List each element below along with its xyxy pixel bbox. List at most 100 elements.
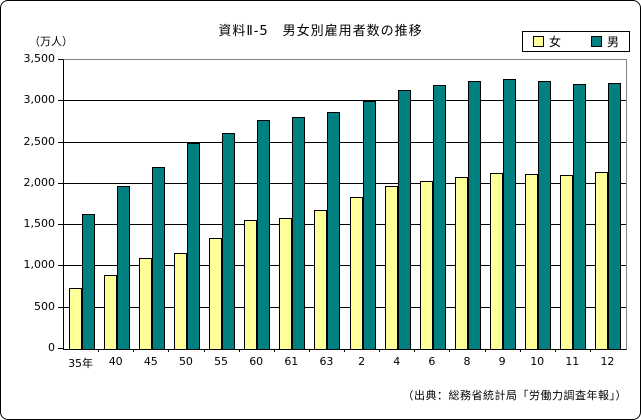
y-tick-label-0: 0	[48, 341, 55, 354]
x-tick-13	[519, 349, 521, 352]
x-tick-3	[168, 349, 170, 352]
x-tick-label-55: 55	[214, 355, 229, 368]
x-tick-label-8: 8	[463, 355, 471, 368]
source-citation: （出典：総務省統計局「労働力調査年報」）	[402, 389, 627, 402]
gridline-1000	[64, 265, 626, 267]
x-tick-2	[133, 349, 135, 352]
x-tick-label-35年: 35年	[68, 357, 94, 370]
gridline-2500	[64, 141, 626, 143]
bar-female-2	[349, 197, 363, 349]
category-slot-12	[591, 60, 626, 349]
x-tick-label-61: 61	[284, 355, 299, 368]
bar-male-55	[222, 133, 236, 349]
y-tick-3500	[58, 59, 63, 60]
bar-female-61	[279, 218, 293, 349]
bar-male-50	[186, 143, 200, 349]
bar-male-40	[116, 186, 130, 349]
chart-title: 資料Ⅱ-5 男女別雇用者数の推移	[218, 24, 423, 39]
x-tick-14	[554, 349, 556, 352]
bar-female-55	[209, 238, 223, 349]
x-tick-15	[589, 349, 591, 352]
category-slot-55	[205, 60, 240, 349]
gridline-2000	[64, 182, 626, 184]
x-tick-9	[379, 349, 381, 352]
x-axis: 35年 40 45 50 55 60 61 63 2 4 6 8 9 10 11 12	[63, 349, 626, 373]
bar-female-35年	[68, 288, 82, 349]
y-tick-label-3000: 3,000	[23, 93, 56, 107]
category-slot-35年	[64, 60, 99, 349]
gridline-3000	[64, 100, 626, 102]
x-tick-label-6: 6	[428, 355, 436, 368]
y-tick-3000	[58, 100, 63, 102]
x-tick-11	[449, 349, 451, 352]
legend-entry-female: 女	[532, 33, 561, 50]
x-tick-label-63: 63	[319, 355, 334, 368]
legend: 女 男	[522, 31, 630, 52]
x-tick-label-4: 4	[393, 355, 401, 368]
bar-male-2	[362, 101, 376, 349]
y-tick-1000	[58, 265, 63, 267]
x-tick-5	[238, 349, 240, 352]
x-tick-label-60: 60	[249, 355, 264, 368]
category-slot-60	[240, 60, 275, 349]
bar-female-12	[595, 172, 609, 349]
x-tick-label-40: 40	[108, 355, 123, 368]
x-tick-label-9: 9	[498, 355, 506, 368]
x-tick-12	[484, 349, 486, 352]
bar-female-63	[314, 210, 328, 349]
bar-male-45	[151, 167, 165, 349]
bar-female-40	[103, 275, 117, 349]
y-tick-label-2500: 2,500	[23, 134, 56, 148]
bar-female-9	[490, 173, 504, 349]
bar-female-10	[525, 174, 539, 349]
y-tick-1500	[58, 224, 63, 226]
x-tick-label-2: 2	[358, 355, 366, 368]
bar-male-9	[503, 79, 517, 349]
female-label: 女	[548, 35, 561, 49]
x-tick-label-45: 45	[143, 355, 158, 368]
y-tick-label-2000: 2,000	[23, 175, 56, 189]
male-label: 男	[607, 35, 620, 49]
category-slot-2	[345, 60, 380, 349]
female-swatch	[532, 36, 544, 47]
x-tick-label-10: 10	[530, 355, 545, 368]
category-slot-40	[99, 60, 134, 349]
bar-male-8	[467, 81, 481, 349]
bar-female-4	[384, 186, 398, 349]
gridline-500	[64, 306, 626, 308]
x-tick-8	[344, 349, 345, 352]
category-slot-45	[134, 60, 169, 349]
bar-male-6	[432, 85, 446, 349]
y-axis-unit-label: （万人）	[29, 35, 73, 48]
y-tick-0	[58, 348, 63, 349]
bar-male-10	[538, 81, 552, 349]
bar-male-35年	[81, 214, 95, 349]
category-slot-10	[521, 60, 556, 349]
y-tick-2000	[58, 182, 63, 184]
bar-male-60	[257, 120, 271, 349]
category-slot-61	[275, 60, 310, 349]
bar-female-45	[138, 258, 152, 349]
bar-male-61	[292, 117, 306, 349]
category-slot-11	[556, 60, 591, 349]
male-swatch	[591, 36, 602, 47]
bar-female-6	[419, 181, 433, 349]
x-tick-1	[98, 349, 100, 352]
x-tick-10	[414, 349, 416, 352]
x-tick-label-50: 50	[178, 355, 193, 368]
y-tick-500	[58, 306, 63, 308]
bar-male-12	[608, 83, 622, 349]
x-tick-6	[273, 349, 275, 352]
legend-entry-male: 男	[591, 33, 619, 50]
y-tick-2500	[58, 141, 63, 143]
bar-male-11	[573, 84, 587, 349]
category-slot-9	[486, 60, 521, 349]
y-tick-label-3500: 3,500	[23, 52, 56, 65]
bar-female-60	[244, 220, 258, 349]
bar-female-11	[560, 175, 574, 349]
y-tick-label-1500: 1,500	[23, 217, 56, 231]
x-tick-label-12: 12	[600, 355, 615, 368]
bar-male-4	[397, 90, 411, 349]
bar-male-63	[327, 112, 341, 349]
